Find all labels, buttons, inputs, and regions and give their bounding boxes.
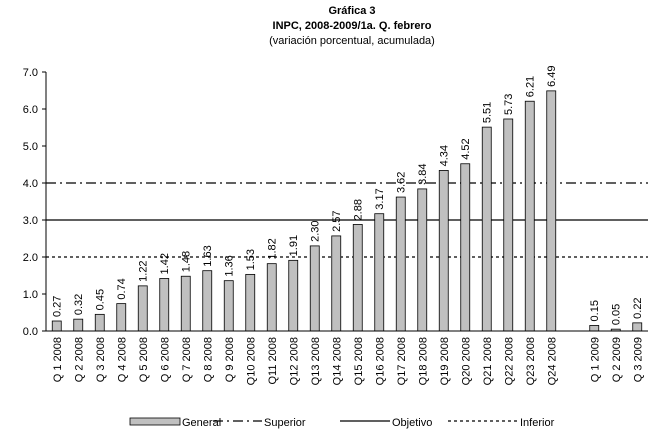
value-label: 1.63 bbox=[202, 245, 214, 266]
y-tick-label: 0.0 bbox=[23, 326, 38, 338]
x-tick-label: Q19 2008 bbox=[439, 337, 451, 385]
x-tick-label: Q21 2008 bbox=[482, 337, 494, 385]
value-label: 6.49 bbox=[546, 65, 558, 86]
y-tick-label: 7.0 bbox=[23, 67, 38, 79]
bar bbox=[137, 285, 148, 332]
bar bbox=[417, 188, 428, 332]
x-tick-label: Q20 2008 bbox=[460, 337, 472, 385]
bar bbox=[266, 263, 277, 332]
x-tick-label: Q14 2008 bbox=[331, 337, 343, 385]
value-label: 2.30 bbox=[310, 220, 322, 241]
x-tick-label: Q 1 2008 bbox=[52, 337, 64, 382]
value-label: 1.91 bbox=[288, 235, 300, 256]
value-label: 0.74 bbox=[116, 278, 128, 299]
x-tick-label: Q 5 2008 bbox=[138, 337, 150, 382]
value-label: 1.82 bbox=[267, 238, 279, 259]
value-label: 0.32 bbox=[73, 294, 85, 315]
bar bbox=[438, 170, 449, 332]
chart-title: Gráfica 3 bbox=[328, 5, 375, 17]
value-label: 6.21 bbox=[525, 76, 537, 97]
value-label: 1.53 bbox=[245, 249, 257, 270]
y-tick-label: 4.0 bbox=[23, 178, 38, 190]
y-tick-label: 3.0 bbox=[23, 215, 38, 227]
x-tick-label: Q18 2008 bbox=[417, 337, 429, 385]
value-label: 1.36 bbox=[224, 255, 236, 276]
bar bbox=[309, 245, 320, 332]
y-tick-label: 1.0 bbox=[23, 289, 38, 301]
x-tick-label: Q 3 2009 bbox=[632, 337, 644, 382]
bar bbox=[546, 90, 557, 332]
value-label: 0.27 bbox=[52, 296, 64, 317]
bar bbox=[51, 320, 62, 332]
x-tick-label: Q 9 2008 bbox=[224, 337, 236, 382]
bar bbox=[395, 196, 406, 332]
x-tick-label: Q11 2008 bbox=[267, 337, 279, 385]
value-label: 0.22 bbox=[632, 297, 644, 318]
value-label: 0.05 bbox=[611, 304, 623, 325]
chart-note: (variación porcentual, acumulada) bbox=[269, 35, 435, 47]
x-tick-label: Q15 2008 bbox=[353, 337, 365, 385]
value-label: 3.62 bbox=[396, 172, 408, 193]
chart-subtitle: INPC, 2008-2009/1a. Q. febrero bbox=[273, 20, 432, 32]
x-tick-label: Q17 2008 bbox=[396, 337, 408, 385]
bar bbox=[481, 126, 492, 332]
legend-label: Inferior bbox=[520, 417, 555, 429]
bar bbox=[202, 270, 213, 332]
x-tick-label: Q16 2008 bbox=[374, 337, 386, 385]
value-label: 0.45 bbox=[95, 289, 107, 310]
bar bbox=[223, 280, 234, 332]
bar bbox=[331, 235, 342, 332]
bar bbox=[94, 313, 105, 332]
value-label: 5.51 bbox=[482, 102, 494, 123]
value-label: 2.88 bbox=[353, 199, 365, 220]
value-label: 4.52 bbox=[460, 138, 472, 159]
x-tick-label: Q22 2008 bbox=[503, 337, 515, 385]
x-tick-label: Q13 2008 bbox=[310, 337, 322, 385]
x-tick-label: Q23 2008 bbox=[525, 337, 537, 385]
bar bbox=[374, 213, 385, 332]
x-tick-label: Q12 2008 bbox=[288, 337, 300, 385]
bar bbox=[245, 273, 256, 332]
y-tick-label: 5.0 bbox=[23, 141, 38, 153]
value-label: 3.84 bbox=[417, 163, 429, 184]
bar bbox=[159, 278, 170, 332]
bar bbox=[352, 224, 363, 332]
bar bbox=[589, 325, 600, 332]
legend-label: General bbox=[182, 417, 221, 429]
x-tick-label: Q 4 2008 bbox=[116, 337, 128, 382]
bar bbox=[288, 259, 299, 332]
value-label: 1.22 bbox=[138, 260, 150, 281]
x-tick-label: Q 6 2008 bbox=[159, 337, 171, 382]
value-label: 4.34 bbox=[439, 145, 451, 166]
x-tick-label: Q 2 2008 bbox=[73, 337, 85, 382]
y-tick-label: 2.0 bbox=[23, 252, 38, 264]
x-tick-label: Q10 2008 bbox=[245, 337, 257, 385]
bar bbox=[460, 163, 471, 332]
bar bbox=[73, 318, 84, 332]
value-label: 1.48 bbox=[181, 251, 193, 272]
value-label: 2.57 bbox=[331, 210, 343, 231]
x-tick-label: Q 7 2008 bbox=[181, 337, 193, 382]
value-label: 5.73 bbox=[503, 94, 515, 115]
x-tick-label: Q 3 2008 bbox=[95, 337, 107, 382]
value-label: 1.42 bbox=[159, 253, 171, 274]
x-tick-label: Q 8 2008 bbox=[202, 337, 214, 382]
legend-swatch bbox=[129, 417, 181, 426]
y-tick-label: 6.0 bbox=[23, 104, 38, 116]
x-tick-label: Q24 2008 bbox=[546, 337, 558, 385]
x-tick-label: Q 1 2009 bbox=[589, 337, 601, 382]
value-label: 0.15 bbox=[589, 300, 601, 321]
bar bbox=[180, 275, 191, 332]
x-tick-label: Q 2 2009 bbox=[611, 337, 623, 382]
bar bbox=[524, 100, 535, 332]
bar bbox=[503, 118, 514, 332]
legend-label: Superior bbox=[264, 417, 306, 429]
legend-label: Objetivo bbox=[392, 417, 432, 429]
value-label: 3.17 bbox=[374, 188, 386, 209]
bar bbox=[632, 322, 643, 332]
bar bbox=[116, 303, 127, 332]
